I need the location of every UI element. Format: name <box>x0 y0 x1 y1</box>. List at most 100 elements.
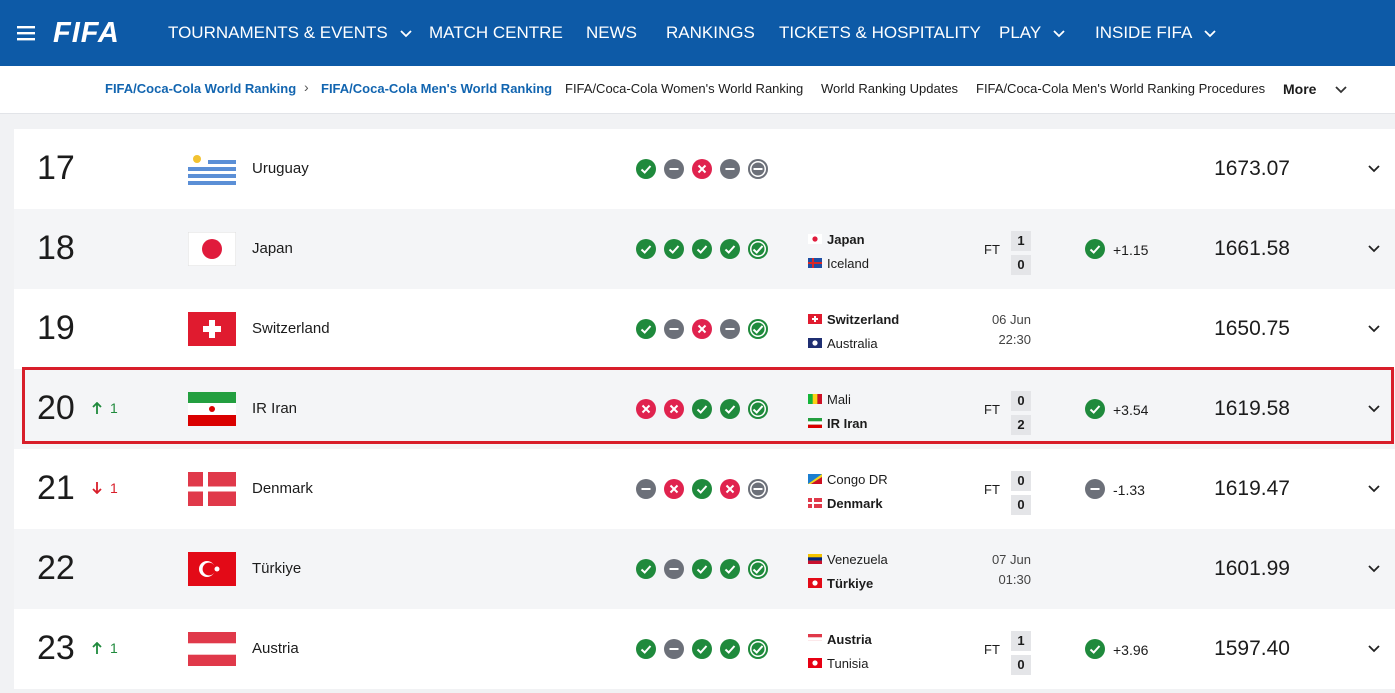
nav-item[interactable]: MATCH CENTRE <box>429 23 563 42</box>
form-W <box>720 399 740 419</box>
team-flag <box>188 472 236 506</box>
team-name[interactable]: Uruguay <box>252 160 309 177</box>
nav-item[interactable]: RANKINGS <box>666 23 755 42</box>
ranking-row[interactable]: 20 1 IR Iran Mali IR Iran FT 0 2 +3.54 1619.58 <box>14 369 1395 449</box>
expand-row[interactable] <box>1368 405 1380 413</box>
match-team[interactable]: Mali <box>827 392 851 407</box>
nav-item[interactable]: PLAY <box>999 23 1042 42</box>
team-name[interactable]: Denmark <box>252 480 313 497</box>
breadcrumb-link[interactable]: World Ranking Updates <box>821 81 959 96</box>
form-D <box>664 319 684 339</box>
form-W <box>636 239 656 259</box>
form-D <box>748 479 768 499</box>
match-status: FT <box>984 402 1000 417</box>
expand-row[interactable] <box>1368 325 1380 333</box>
nav-dropdown[interactable] <box>1053 30 1065 38</box>
ranking-row[interactable]: 22 Türkiye Venezuela Türkiye 07 Jun 01:30 1601… <box>14 529 1395 609</box>
result-D <box>1085 479 1105 499</box>
expand-row[interactable] <box>1368 565 1380 573</box>
nav-item[interactable]: INSIDE FIFA <box>1095 23 1193 42</box>
points-change: +1.15 <box>1113 242 1149 258</box>
team-name[interactable]: Switzerland <box>252 320 330 337</box>
icon-glyph <box>724 245 736 254</box>
match-time: 01:30 <box>998 572 1031 587</box>
score: 0 <box>1011 391 1031 411</box>
expand-row[interactable] <box>1368 165 1380 173</box>
form-W <box>720 239 740 259</box>
match-flag <box>808 338 822 348</box>
icon-glyph <box>641 404 651 414</box>
match-team[interactable]: Congo DR <box>827 472 888 487</box>
icon-glyph <box>752 245 764 254</box>
menu-icon[interactable] <box>17 26 35 41</box>
match-team[interactable]: Venezuela <box>827 552 888 567</box>
icon-glyph <box>725 328 735 330</box>
expand-row[interactable] <box>1368 645 1380 653</box>
rank: 22 <box>37 549 75 587</box>
icon-glyph <box>640 325 652 334</box>
form-W <box>748 399 768 419</box>
more-button[interactable]: More <box>1283 81 1317 97</box>
icon-glyph <box>640 645 652 654</box>
expand-row[interactable] <box>1368 485 1380 493</box>
form-W <box>692 559 712 579</box>
logo[interactable]: FIFA <box>53 17 120 49</box>
icon-glyph <box>724 405 736 414</box>
form-W <box>720 559 740 579</box>
score: 0 <box>1011 655 1031 675</box>
form-L <box>636 399 656 419</box>
breadcrumb-link[interactable]: FIFA/Coca-Cola Men's World Ranking <box>321 81 553 96</box>
icon-glyph <box>669 484 679 494</box>
team-name[interactable]: Japan <box>252 240 293 257</box>
breadcrumb-link[interactable]: FIFA/Coca-Cola Men's World Ranking Proce… <box>976 81 1266 96</box>
points-change: -1.33 <box>1113 482 1145 498</box>
match-team[interactable]: Japan <box>827 232 865 247</box>
ranking-row[interactable]: 18 Japan Japan Iceland FT 1 0 +1.15 1661.58 <box>14 209 1395 289</box>
team-name[interactable]: Türkiye <box>252 560 302 577</box>
icon-glyph <box>752 325 764 334</box>
score: 1 <box>1011 231 1031 251</box>
match-team[interactable]: Austria <box>827 632 872 647</box>
breadcrumb-link[interactable]: FIFA/Coca-Cola Women's World Ranking <box>565 81 804 96</box>
ranking-row[interactable]: 19 Switzerland Switzerland Australia 06 Jun 2… <box>14 289 1395 369</box>
icon-glyph <box>1089 245 1101 254</box>
icon-glyph <box>697 164 707 174</box>
match-team[interactable]: Australia <box>827 336 878 351</box>
rank: 19 <box>37 309 75 347</box>
match-team[interactable]: Tunisia <box>827 656 869 671</box>
result-W <box>1085 639 1105 659</box>
icon-glyph <box>724 565 736 574</box>
icon-glyph <box>669 168 679 170</box>
nav-item[interactable]: TICKETS & HOSPITALITY <box>779 23 981 42</box>
match-team[interactable]: Denmark <box>827 496 883 511</box>
ranking-row[interactable]: 21 1 Denmark Congo DR Denmark FT 0 0 -1.33 1619.4… <box>14 449 1395 529</box>
match-status: FT <box>984 642 1000 657</box>
form-W <box>692 479 712 499</box>
match-team[interactable]: Switzerland <box>827 312 900 327</box>
move-value: 1 <box>110 400 118 416</box>
points: 1661.58 <box>1214 237 1290 260</box>
ranking-row[interactable]: 17 Uruguay 1673.07 <box>14 129 1395 209</box>
match-team[interactable]: IR Iran <box>827 416 868 431</box>
nav-item[interactable]: TOURNAMENTS & EVENTS <box>168 23 388 42</box>
match-flag <box>808 418 822 428</box>
rank: 18 <box>37 229 75 267</box>
more-chevron[interactable] <box>1335 86 1347 94</box>
breadcrumb-link[interactable]: FIFA/Coca-Cola World Ranking <box>105 81 297 96</box>
form-D <box>720 319 740 339</box>
rank: 17 <box>37 149 75 187</box>
form-L <box>692 159 712 179</box>
nav-dropdown[interactable] <box>1204 30 1216 38</box>
ranking-row[interactable]: 23 1 Austria Austria Tunisia FT 1 0 +3.96 1597.40 <box>14 609 1395 689</box>
team-name[interactable]: IR Iran <box>252 400 298 417</box>
nav-dropdown[interactable] <box>400 30 412 38</box>
team-name[interactable]: Austria <box>252 640 299 657</box>
match-flag <box>808 314 822 324</box>
nav-item[interactable]: NEWS <box>586 23 637 42</box>
match-team[interactable]: Iceland <box>827 256 869 271</box>
match-team[interactable]: Türkiye <box>827 576 874 591</box>
expand-row[interactable] <box>1368 245 1380 253</box>
form-W <box>636 559 656 579</box>
form-W <box>692 239 712 259</box>
